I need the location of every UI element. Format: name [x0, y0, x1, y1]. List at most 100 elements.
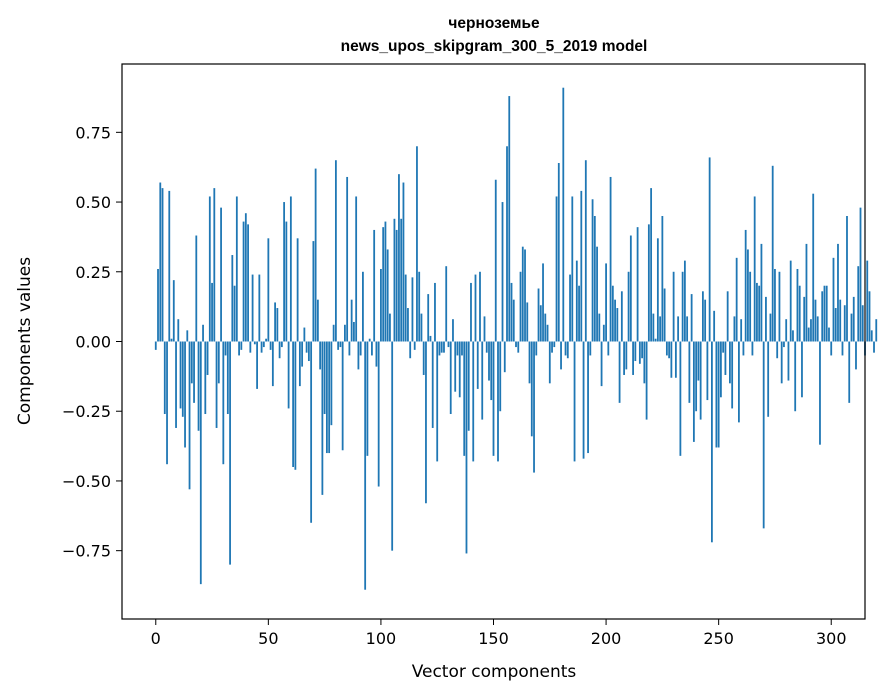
bar — [494, 179, 497, 342]
bar — [652, 313, 655, 342]
bar — [440, 341, 443, 353]
bar — [211, 282, 213, 342]
bar — [819, 341, 821, 445]
bar — [206, 341, 209, 375]
bar — [366, 341, 369, 456]
bar — [774, 268, 776, 342]
bar — [760, 243, 763, 342]
bar-series — [154, 87, 878, 590]
bar — [600, 341, 603, 387]
bar — [855, 341, 857, 370]
bar — [312, 241, 315, 342]
bar — [256, 341, 258, 389]
bar — [611, 285, 614, 342]
bar — [454, 341, 457, 392]
bar — [778, 271, 781, 342]
bar — [848, 341, 851, 403]
bar — [332, 324, 335, 342]
bar — [735, 257, 738, 342]
bar — [535, 341, 538, 356]
bar — [679, 341, 682, 456]
bar — [598, 313, 601, 342]
bar — [517, 341, 520, 353]
bar — [828, 327, 830, 342]
bar — [720, 341, 722, 398]
y-tick-label: −0.25 — [62, 402, 111, 421]
bar — [553, 341, 556, 348]
bar — [713, 310, 716, 342]
bar — [747, 249, 749, 342]
bar — [551, 341, 553, 353]
bar — [751, 341, 754, 356]
bar — [771, 165, 774, 342]
bar — [742, 341, 745, 356]
bar — [636, 227, 639, 342]
x-axis-label: Vector components — [412, 662, 577, 682]
bar — [497, 341, 499, 462]
bar — [578, 285, 580, 342]
bar — [717, 341, 720, 448]
bar — [726, 291, 729, 342]
bar — [515, 341, 517, 348]
bar — [832, 257, 835, 342]
bar — [557, 163, 560, 342]
bar — [641, 341, 643, 359]
bar — [213, 188, 216, 342]
bar — [584, 160, 587, 342]
bar — [794, 341, 797, 412]
chart-title: черноземье — [448, 15, 540, 32]
bar — [485, 341, 488, 353]
bar — [204, 341, 207, 415]
bar — [305, 341, 308, 353]
bar — [172, 280, 175, 342]
bar — [499, 341, 502, 412]
bar — [409, 341, 412, 359]
bar — [738, 341, 740, 423]
bar — [868, 291, 871, 342]
bar — [177, 319, 180, 342]
bar — [316, 299, 319, 342]
bar — [571, 196, 574, 342]
bar — [506, 146, 508, 342]
bar — [674, 341, 677, 378]
bar — [420, 313, 423, 342]
bar — [461, 341, 463, 356]
bar — [346, 176, 349, 342]
bar — [265, 338, 267, 342]
bar — [749, 271, 752, 342]
bar — [472, 341, 475, 462]
bar — [289, 196, 292, 342]
bar — [834, 308, 837, 342]
bar — [699, 341, 702, 420]
bar — [474, 274, 477, 342]
bar — [168, 190, 171, 342]
bar — [852, 296, 855, 342]
bar — [614, 299, 616, 342]
bar — [465, 341, 468, 554]
bar — [443, 341, 445, 353]
bar — [780, 341, 783, 384]
bar — [510, 282, 513, 342]
bar — [344, 324, 346, 342]
bar — [695, 341, 698, 412]
bar — [530, 341, 533, 437]
bar — [208, 196, 211, 342]
bar — [805, 243, 808, 342]
bar — [393, 218, 396, 342]
y-tick-label: 0.75 — [75, 123, 111, 142]
bar — [814, 299, 817, 342]
bar — [602, 324, 605, 342]
bar — [548, 341, 551, 384]
bar — [524, 249, 526, 342]
bar — [161, 188, 164, 342]
bar — [368, 338, 371, 342]
bar — [449, 341, 452, 415]
bar — [625, 341, 628, 370]
bar — [157, 268, 159, 342]
bar — [389, 313, 391, 342]
bar — [866, 260, 869, 342]
bar — [596, 246, 598, 342]
bar — [298, 341, 301, 387]
bar — [296, 238, 299, 342]
bar — [830, 341, 833, 356]
